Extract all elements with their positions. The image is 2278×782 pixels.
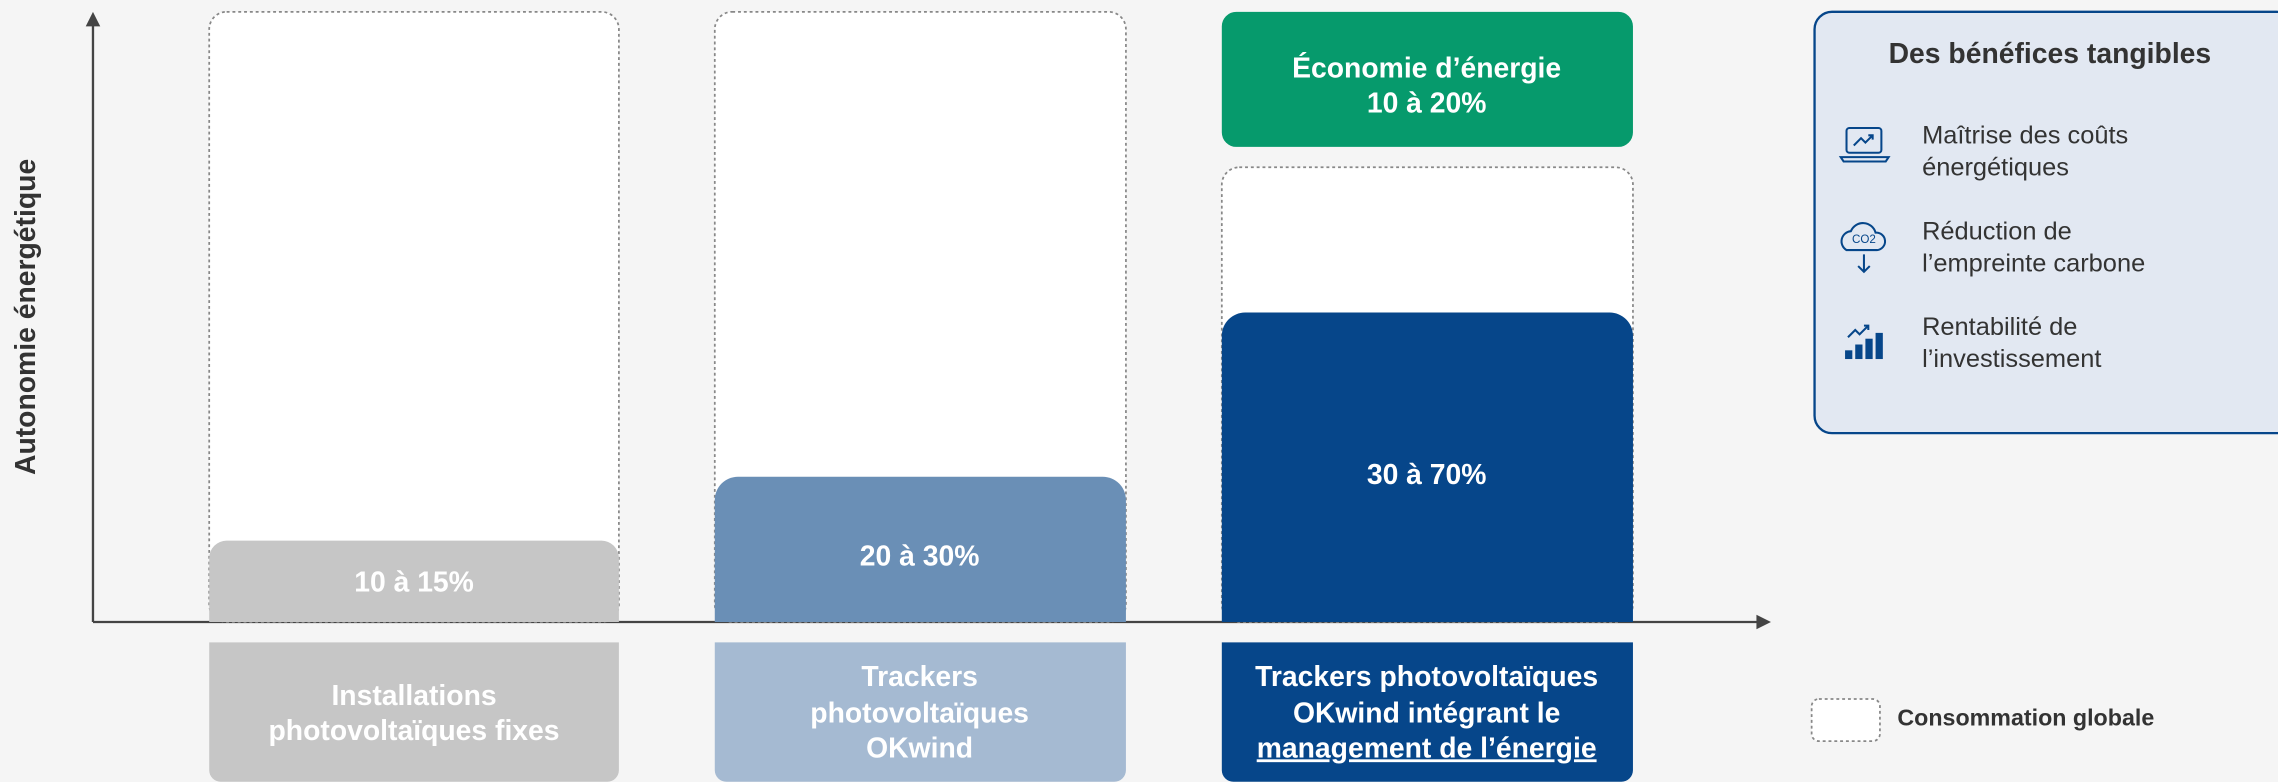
savings-box <box>1221 11 1633 147</box>
benefits-title: Des bénéfices tangibles <box>1889 38 2212 70</box>
column-label-box <box>714 642 1126 782</box>
benefits-panel <box>1813 10 2278 435</box>
bar <box>209 540 619 622</box>
svg-text:CO2: CO2 <box>1852 233 1876 246</box>
column-label: Trackers photovoltaïques <box>1255 661 1598 693</box>
legend-swatch <box>1810 698 1881 742</box>
icon-laptop <box>1838 127 1891 163</box>
column-label: OKwind intégrant le <box>1293 697 1560 729</box>
column-label: OKwind <box>866 732 973 764</box>
column-label: photovoltaïques <box>810 697 1029 729</box>
benefit-text: l’empreinte carbone <box>1922 249 2145 277</box>
legend-label: Consommation globale <box>1897 704 2154 730</box>
y-arrow <box>85 11 101 27</box>
consumption-box <box>208 10 620 623</box>
icon-co2: CO2 <box>1840 222 1887 274</box>
bar <box>1221 312 1633 622</box>
value-label: 30 à 70% <box>1367 459 1487 491</box>
savings-value: 10 à 20% <box>1367 87 1487 119</box>
column-label: photovoltaïques fixes <box>269 715 560 747</box>
column-label: Trackers <box>861 661 978 693</box>
column-label: Installations <box>331 680 496 712</box>
benefit-text: énergétiques <box>1922 153 2069 181</box>
savings-title: Économie d’énergie <box>1292 52 1561 84</box>
axis-label: Autonomie énergétique <box>10 159 42 475</box>
benefit-text: Rentabilité de <box>1922 313 2077 341</box>
value-label: 10 à 15% <box>354 567 474 599</box>
column-label: management de l’énergie <box>1257 732 1597 764</box>
value-label: 20 à 30% <box>860 541 980 573</box>
icon-growth <box>1845 324 1883 360</box>
column-label-box <box>1221 642 1633 782</box>
column-label-box <box>209 642 619 782</box>
benefit-text: l’investissement <box>1922 345 2101 373</box>
benefit-text: Réduction de <box>1922 217 2072 245</box>
x-arrow <box>1756 614 1771 630</box>
bar <box>714 476 1126 622</box>
benefit-text: Maîtrise des coûts <box>1922 121 2128 149</box>
